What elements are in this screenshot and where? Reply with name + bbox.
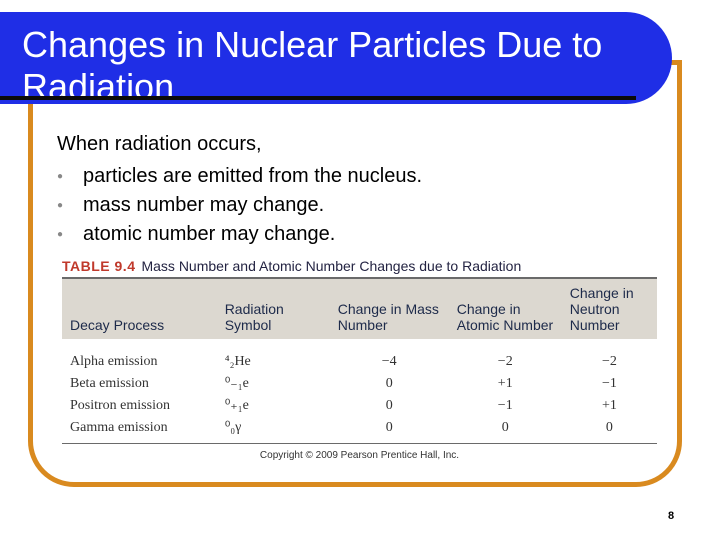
intro-text: When radiation occurs, <box>57 133 262 155</box>
header-decay-process: Decay Process <box>62 279 217 339</box>
bullet-text: atomic number may change. <box>83 223 336 245</box>
bullet-text: mass number may change. <box>83 194 325 216</box>
title-underline <box>0 96 636 100</box>
cell-symbol: ⁰₊₁e <box>224 398 249 413</box>
table-row: Gamma emission ⁰₀γ 0 0 0 <box>62 417 657 443</box>
cell-process: Alpha emission <box>70 354 158 369</box>
cell-symbol: ⁴₂He <box>224 354 251 369</box>
cell-mass: 0 <box>385 420 393 435</box>
cell-atomic: −2 <box>497 354 513 369</box>
bullet-item: ● particles are emitted from the nucleus. <box>57 162 422 191</box>
cell-process: Beta emission <box>70 376 149 391</box>
table-caption-text: Mass Number and Atomic Number Changes du… <box>141 258 522 274</box>
bullet-icon: ● <box>57 200 64 211</box>
table-label: TABLE 9.4 <box>62 258 136 274</box>
cell-neutron: −1 <box>601 376 617 391</box>
table-row: Alpha emission ⁴₂He −4 −2 −2 <box>62 339 657 373</box>
cell-atomic: −1 <box>497 398 513 413</box>
cell-neutron: +1 <box>601 398 617 413</box>
copyright-text: Copyright © 2009 Pearson Prentice Hall, … <box>259 450 460 461</box>
header-atomic-change: Change in Atomic Number <box>448 279 562 339</box>
table-top-rule <box>62 277 657 279</box>
table-header-row: Decay Process Radiation Symbol Change in… <box>62 279 657 339</box>
slide-title: Changes in Nuclear Particles Due to Radi… <box>22 24 603 107</box>
table-figure: TABLE 9.4 Mass Number and Atomic Number C… <box>62 258 657 461</box>
cell-process: Gamma emission <box>70 420 168 435</box>
bullet-icon: ● <box>57 171 64 182</box>
bullet-icon: ● <box>57 229 64 240</box>
bullet-item: ● atomic number may change. <box>57 220 422 249</box>
cell-mass: 0 <box>385 376 393 391</box>
decay-table: Decay Process Radiation Symbol Change in… <box>62 279 657 443</box>
cell-mass: 0 <box>385 398 393 413</box>
cell-symbol: ⁰₀γ <box>224 420 242 435</box>
header-neutron-change: Change in Neutron Number <box>561 279 657 339</box>
cell-neutron: −2 <box>601 354 617 369</box>
page-number: 8 <box>668 510 675 522</box>
table-row: Positron emission ⁰₊₁e 0 −1 +1 <box>62 395 657 417</box>
table-row: Beta emission ⁰₋₁e 0 +1 −1 <box>62 373 657 395</box>
title-banner: Changes in Nuclear Particles Due to Radi… <box>0 12 672 107</box>
bullet-list: ● particles are emitted from the nucleus.… <box>57 162 422 249</box>
cell-symbol: ⁰₋₁e <box>224 376 249 391</box>
cell-mass: −4 <box>381 354 397 369</box>
header-mass-change: Change in Mass Number <box>329 279 449 339</box>
cell-atomic: +1 <box>497 376 513 391</box>
header-radiation-symbol: Radiation Symbol <box>216 279 330 339</box>
table-bottom-rule <box>62 443 657 444</box>
cell-atomic: 0 <box>501 420 509 435</box>
bullet-item: ● mass number may change. <box>57 191 422 220</box>
cell-process: Positron emission <box>70 398 170 413</box>
bullet-text: particles are emitted from the nucleus. <box>83 165 423 187</box>
table-caption: TABLE 9.4 Mass Number and Atomic Number C… <box>62 258 657 274</box>
cell-neutron: 0 <box>605 420 613 435</box>
